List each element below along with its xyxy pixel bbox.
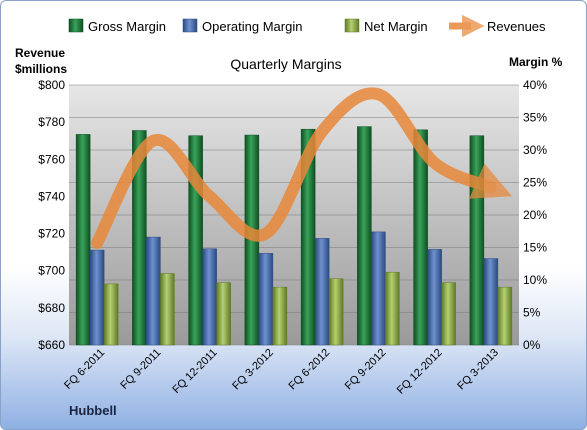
bar-net-margin	[160, 273, 175, 346]
x-axis: FQ 6-2011 FQ 9-2011 FQ 12-2011 FQ 3-2012 FQ …	[62, 347, 501, 397]
left-axis-tick-label: $780	[38, 115, 65, 129]
right-axis-tick-label: 10%	[523, 273, 547, 287]
left-axis-tick-label: $720	[38, 227, 65, 241]
legend-label-revenues: Revenues	[487, 19, 546, 34]
bar-net-margin	[216, 282, 231, 346]
chart-title: Quarterly Margins	[230, 56, 341, 72]
legend-item-gross-margin: Gross Margin	[68, 18, 166, 34]
x-axis-tick-label: FQ 12-2011	[170, 347, 219, 396]
x-axis-tick-label: FQ 6-2012	[287, 347, 333, 393]
bar-operating-margin	[314, 238, 330, 346]
bar-operating-margin	[202, 248, 217, 346]
bar-gross-margin	[357, 126, 372, 346]
bar-operating-margin	[427, 249, 442, 346]
revenue-series	[91, 87, 513, 249]
left-axis-tick-label: $740	[38, 189, 65, 203]
bar-operating-margin	[146, 236, 161, 346]
right-axis: 0% 5% 10% 15% 20% 25% 30% 35% 40%	[523, 78, 547, 352]
legend-item-operating-margin: Operating Margin	[182, 18, 302, 34]
bar-operating-margin	[371, 231, 386, 346]
legend-swatch-operating-margin	[182, 18, 198, 33]
legend-swatch-gross-margin	[68, 18, 84, 33]
bar-net-margin	[272, 286, 288, 346]
x-axis-tick-label: FQ 12-2012	[395, 347, 445, 397]
bar-gross-margin	[469, 135, 485, 346]
left-axis-tick-label: $800	[38, 78, 65, 92]
bar-net-margin	[328, 278, 344, 346]
legend-label-gross-margin: Gross Margin	[88, 19, 166, 34]
x-axis-tick-label: FQ 6-2011	[62, 347, 107, 392]
right-axis-tick-label: 25%	[523, 176, 547, 190]
bar-net-margin	[103, 283, 119, 346]
bar-gross-margin	[75, 134, 91, 346]
right-axis-tick-label: 0%	[523, 338, 541, 352]
left-axis-tick-label: $680	[38, 301, 65, 315]
x-axis-tick-label: FQ 9-2012	[343, 347, 389, 393]
right-axis-tick-label: 15%	[523, 241, 547, 255]
x-axis-tick-label: FQ 9-2011	[118, 347, 163, 392]
bar-operating-margin	[258, 253, 274, 346]
right-axis-tick-label: 20%	[523, 208, 547, 222]
left-axis-title-line2: $millions	[15, 62, 67, 76]
x-axis-tick-label: FQ 3-2013	[455, 347, 501, 393]
legend-item-revenues: Revenues	[449, 14, 546, 38]
right-axis-tick-label: 35%	[523, 111, 547, 125]
left-axis-tick-label: $660	[38, 338, 65, 352]
right-axis-tick-label: 5%	[523, 306, 541, 320]
x-axis-tick-label: FQ 3-2012	[230, 347, 276, 393]
right-axis-title: Margin %	[509, 55, 563, 69]
bar-net-margin	[497, 286, 513, 346]
legend-item-net-margin: Net Margin	[344, 18, 428, 34]
right-axis-tick-label: 40%	[523, 78, 547, 92]
bar-gross-margin	[300, 128, 316, 346]
left-axis: $660 $680 $700 $720 $740 $760 $780 $800	[38, 78, 65, 352]
revenue-line	[91, 87, 513, 249]
legend: Gross Margin Operating Margin Net Margin…	[68, 14, 546, 38]
right-axis-tick-label: 30%	[523, 143, 547, 157]
left-axis-tick-label: $700	[38, 264, 65, 278]
company-name: Hubbell	[69, 403, 117, 418]
legend-swatch-net-margin	[344, 18, 360, 33]
bar-net-margin	[441, 282, 456, 346]
legend-label-operating-margin: Operating Margin	[202, 19, 302, 34]
bar-operating-margin	[89, 249, 105, 346]
legend-label-net-margin: Net Margin	[364, 19, 428, 34]
bar-net-margin	[385, 271, 400, 346]
left-axis-tick-label: $760	[38, 152, 65, 166]
left-axis-title-line1: Revenue	[15, 46, 65, 60]
bar-gross-margin	[413, 129, 428, 346]
bar-operating-margin	[483, 258, 499, 346]
